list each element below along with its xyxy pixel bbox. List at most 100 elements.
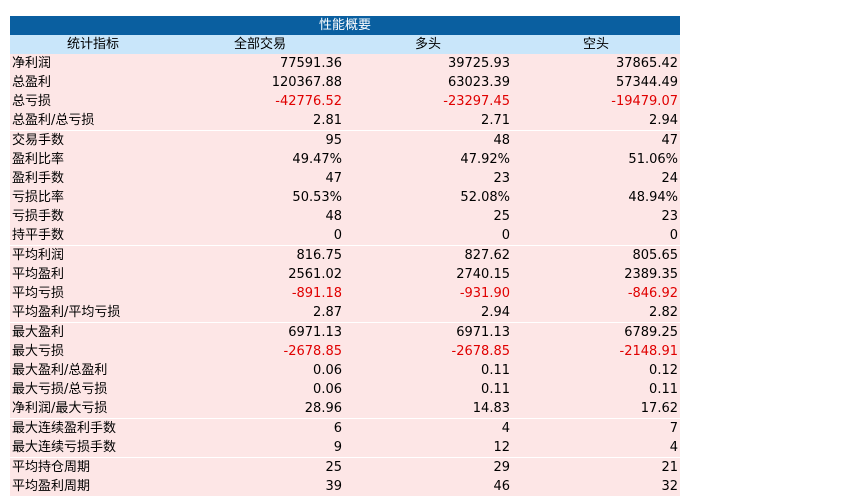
row-label: 平均盈利周期 — [10, 477, 176, 496]
value-cell: 29 — [344, 457, 512, 477]
value-cell: 4 — [512, 438, 680, 458]
value-cell: 49.47% — [176, 150, 344, 169]
data-row: 最大盈利/总盈利 0.06 0.11 0.12 — [10, 361, 680, 380]
row-label: 最大盈利 — [10, 322, 176, 342]
value-cell: 816.75 — [176, 245, 344, 265]
value-cell: 77591.36 — [176, 54, 344, 73]
data-row: 总盈利 120367.88 63023.39 57344.49 — [10, 73, 680, 92]
data-row: 平均持仓周期 25 29 21 — [10, 457, 680, 477]
value-cell: 2.81 — [176, 111, 344, 131]
value-cell: 120367.88 — [176, 73, 344, 92]
value-cell: 6971.13 — [176, 322, 344, 342]
value-cell: 39 — [176, 477, 344, 496]
value-cell: 46 — [344, 477, 512, 496]
value-cell: 2.94 — [344, 303, 512, 323]
value-cell: 2.87 — [176, 303, 344, 323]
value-cell: 37865.42 — [512, 54, 680, 73]
value-cell: 24 — [512, 169, 680, 188]
data-row: 亏损手数 48 25 23 — [10, 207, 680, 226]
value-cell: 4 — [344, 418, 512, 438]
value-cell: 14.83 — [344, 399, 512, 419]
data-row: 平均盈利/平均亏损 2.87 2.94 2.82 — [10, 303, 680, 323]
row-label: 净利润 — [10, 54, 176, 73]
value-cell: 39725.93 — [344, 54, 512, 73]
data-row: 平均亏损 -891.18 -931.90 -846.92 — [10, 284, 680, 303]
value-cell: 50.53% — [176, 188, 344, 207]
value-cell: -891.18 — [176, 284, 344, 303]
row-label: 总盈利/总亏损 — [10, 111, 176, 131]
value-cell: 48 — [344, 130, 512, 150]
value-cell: 63023.39 — [344, 73, 512, 92]
value-cell: 827.62 — [344, 245, 512, 265]
row-label: 盈利手数 — [10, 169, 176, 188]
header-cell: 多头 — [344, 35, 512, 54]
value-cell: 32 — [512, 477, 680, 496]
value-cell: -931.90 — [344, 284, 512, 303]
row-label: 平均盈利/平均亏损 — [10, 303, 176, 323]
value-cell: 0.12 — [512, 361, 680, 380]
data-row: 总盈利/总亏损 2.81 2.71 2.94 — [10, 111, 680, 131]
value-cell: 0.11 — [344, 380, 512, 399]
row-label: 盈利比率 — [10, 150, 176, 169]
row-label: 净利润/最大亏损 — [10, 399, 176, 419]
data-row: 平均盈利周期 39 46 32 — [10, 477, 680, 496]
value-cell: 48 — [176, 207, 344, 226]
value-cell: 6 — [176, 418, 344, 438]
header-cell: 空头 — [512, 35, 680, 54]
value-cell: 805.65 — [512, 245, 680, 265]
value-cell: 0 — [344, 226, 512, 246]
value-cell: 0.11 — [512, 380, 680, 399]
value-cell: 0.06 — [176, 361, 344, 380]
data-row: 盈利比率 49.47% 47.92% 51.06% — [10, 150, 680, 169]
header-cell: 全部交易 — [176, 35, 344, 54]
row-label: 亏损手数 — [10, 207, 176, 226]
row-label: 最大连续亏损手数 — [10, 438, 176, 458]
row-label: 最大亏损 — [10, 342, 176, 361]
data-row: 总亏损 -42776.52 -23297.45 -19479.07 — [10, 92, 680, 111]
value-cell: 25 — [176, 457, 344, 477]
table-title: 性能概要 — [10, 16, 680, 35]
data-row: 盈利手数 47 23 24 — [10, 169, 680, 188]
value-cell: 9 — [176, 438, 344, 458]
row-label: 最大盈利/总盈利 — [10, 361, 176, 380]
row-label: 总盈利 — [10, 73, 176, 92]
row-label: 平均持仓周期 — [10, 457, 176, 477]
value-cell: 2.71 — [344, 111, 512, 131]
value-cell: -23297.45 — [344, 92, 512, 111]
value-cell: 47 — [512, 130, 680, 150]
value-cell: 23 — [512, 207, 680, 226]
value-cell: -2148.91 — [512, 342, 680, 361]
data-row: 亏损比率 50.53% 52.08% 48.94% — [10, 188, 680, 207]
row-label: 平均盈利 — [10, 265, 176, 284]
data-row: 平均利润 816.75 827.62 805.65 — [10, 245, 680, 265]
performance-table: 性能概要 统计指标 全部交易 多头 空头 净利润 77591.36 39725.93 3786… — [10, 16, 680, 496]
value-cell: 0 — [512, 226, 680, 246]
value-cell: 0.06 — [176, 380, 344, 399]
value-cell: 2.94 — [512, 111, 680, 131]
data-row: 交易手数 95 48 47 — [10, 130, 680, 150]
row-label: 持平手数 — [10, 226, 176, 246]
header-row: 统计指标 全部交易 多头 空头 — [10, 35, 680, 54]
data-row: 最大连续盈利手数 6 4 7 — [10, 418, 680, 438]
value-cell: -2678.85 — [176, 342, 344, 361]
value-cell: 17.62 — [512, 399, 680, 419]
value-cell: 52.08% — [344, 188, 512, 207]
value-cell: 48.94% — [512, 188, 680, 207]
value-cell: 7 — [512, 418, 680, 438]
row-label: 总亏损 — [10, 92, 176, 111]
table-body: 统计指标 全部交易 多头 空头 净利润 77591.36 39725.93 37865.42 总… — [10, 35, 680, 496]
value-cell: 57344.49 — [512, 73, 680, 92]
value-cell: -42776.52 — [176, 92, 344, 111]
data-row: 持平手数 0 0 0 — [10, 226, 680, 246]
header-cell: 统计指标 — [10, 35, 176, 54]
data-row: 净利润 77591.36 39725.93 37865.42 — [10, 54, 680, 73]
value-cell: 12 — [344, 438, 512, 458]
value-cell: 47 — [176, 169, 344, 188]
data-row: 平均盈利 2561.02 2740.15 2389.35 — [10, 265, 680, 284]
row-label: 最大亏损/总亏损 — [10, 380, 176, 399]
value-cell: 2389.35 — [512, 265, 680, 284]
data-row: 最大亏损/总亏损 0.06 0.11 0.11 — [10, 380, 680, 399]
value-cell: 23 — [344, 169, 512, 188]
value-cell: 2561.02 — [176, 265, 344, 284]
